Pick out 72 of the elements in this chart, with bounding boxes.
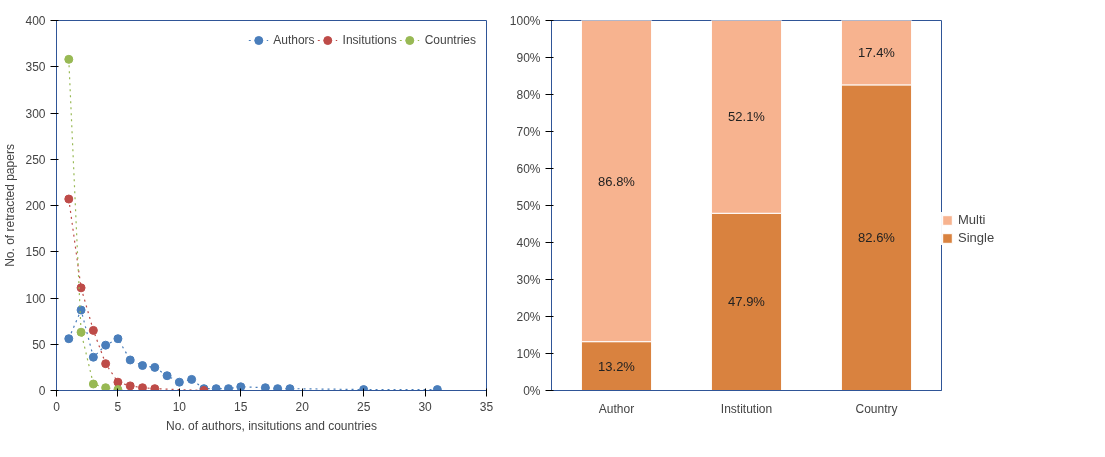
point (273, 384, 283, 391)
point (76, 327, 86, 337)
data-label: 47.9% (728, 294, 766, 310)
y-tick-label: 50% (516, 198, 541, 213)
y-tick-label: 50 (32, 337, 46, 352)
x-tick-label: Country (855, 401, 898, 416)
point (138, 383, 147, 391)
legend-label: Multi (958, 212, 986, 227)
point (138, 361, 147, 371)
legend-label: Countries (424, 33, 476, 47)
y-tick-label: 200 (25, 199, 46, 213)
y-tick-label: 0 (38, 384, 46, 398)
x-axis-title: No. of authors, insitutions and countries (166, 418, 377, 433)
point (260, 383, 270, 391)
point (64, 54, 74, 64)
y-tick-label: 90% (516, 50, 541, 65)
data-label: 13.2% (598, 358, 636, 374)
y-tick-label: 40% (516, 235, 541, 250)
point (150, 362, 160, 372)
point (150, 384, 160, 391)
y-tick-label: 300 (25, 106, 46, 121)
x-tick-label: 20 (295, 399, 310, 414)
x-tick-label: 15 (234, 399, 248, 414)
y-tick-label: 80% (516, 87, 541, 102)
point (88, 379, 98, 389)
point (101, 359, 111, 369)
y-tick-label: 10% (516, 346, 541, 361)
point (236, 382, 246, 391)
x-tick-label: Institution (720, 401, 773, 416)
y-tick-label: 30% (516, 272, 541, 287)
y-tick-label: 150 (25, 245, 46, 260)
point (76, 283, 86, 293)
point (88, 325, 98, 335)
data-label: 52.1% (728, 109, 766, 125)
x-tick-label: 35 (479, 399, 494, 414)
y-tick-label: 100 (25, 291, 46, 306)
x-tick-label: 0 (53, 399, 61, 414)
x-tick-label: 25 (356, 399, 371, 414)
y-tick-label: 400 (25, 14, 46, 28)
point (285, 384, 295, 391)
point (162, 371, 172, 381)
point (125, 355, 135, 365)
y-tick-label: 60% (516, 161, 541, 176)
y-tick-label: 0% (523, 383, 541, 398)
legend-label: Single (958, 230, 995, 245)
point (224, 384, 233, 391)
point (113, 334, 123, 344)
point (211, 384, 221, 391)
point (187, 374, 197, 384)
y-axis-title: No. of retracted papers (3, 144, 18, 267)
point (174, 377, 184, 387)
point (64, 334, 74, 344)
data-label: 82.6% (858, 230, 896, 246)
point (113, 377, 123, 387)
y-tick-label: 70% (516, 124, 541, 139)
x-tick-label: 10 (172, 399, 187, 414)
point (101, 340, 111, 350)
legend-label: Authors (273, 33, 315, 47)
x-tick-label: 30 (418, 399, 433, 414)
y-tick-label: 20% (516, 309, 541, 324)
data-label: 17.4% (858, 45, 896, 61)
y-tick-label: 250 (25, 152, 46, 167)
point (88, 352, 98, 362)
data-label: 86.8% (598, 173, 636, 189)
point (125, 381, 135, 391)
legend-label: Insitutions (342, 33, 397, 47)
point (64, 194, 74, 204)
y-tick-label: 100% (509, 13, 541, 28)
x-tick-label: 5 (114, 399, 122, 414)
y-tick-label: 350 (25, 60, 46, 75)
x-tick-label: Author (598, 401, 635, 416)
point (101, 383, 111, 391)
